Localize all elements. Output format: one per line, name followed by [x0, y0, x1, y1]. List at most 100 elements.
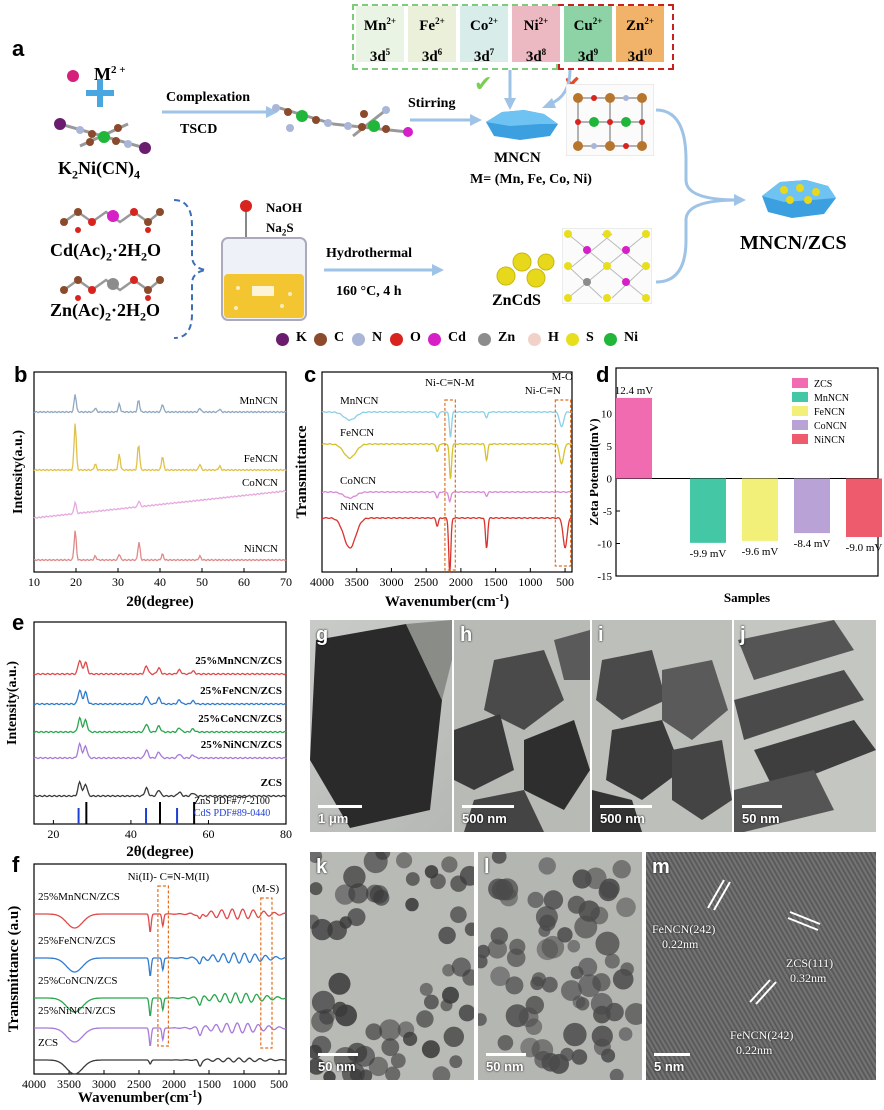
- tem-particle: [543, 890, 564, 910]
- zn-acetate-label: Zn(Ac)2·2H2O: [50, 300, 161, 324]
- ion-box-co: Co2+ 3d7: [460, 6, 508, 65]
- d-bar-mnncn: [690, 478, 726, 543]
- stirring-arrow: [410, 114, 482, 126]
- b-xtick-label: 20: [70, 575, 82, 589]
- f-series-label-25%nincn/zcs: 25%NiNCN/ZCS: [38, 1005, 116, 1017]
- tem-particle: [563, 1022, 587, 1047]
- tem-particle: [310, 852, 323, 863]
- tem-particle: [618, 1027, 633, 1041]
- legend-dot-k: [276, 333, 289, 346]
- d-bar-fencn: [742, 478, 778, 541]
- e-series-25%mnncn/zcs: [33, 659, 287, 676]
- hydrothermal-label: Hydrothermal: [326, 246, 413, 261]
- tem-particle: [497, 1035, 514, 1051]
- legend-dot-n: [352, 333, 365, 346]
- f-xtick-label: 2000: [162, 1077, 186, 1091]
- legend-label-zn: Zn: [498, 330, 516, 345]
- e-xtick-label: 60: [202, 827, 214, 841]
- legend-label-h: H: [548, 330, 559, 345]
- d-bar-nincn: [846, 478, 882, 537]
- tem-image-k: k 50 nm: [310, 852, 474, 1080]
- d-ytick-label: -10: [597, 539, 612, 551]
- tscd-label: TSCD: [180, 122, 218, 137]
- b-xtick-label: 70: [280, 575, 292, 589]
- tem-particle: [449, 1055, 463, 1069]
- tem-particle: [561, 980, 582, 1001]
- tem-particle: [491, 852, 507, 864]
- f-frame: [33, 863, 287, 1075]
- f-annot-ms: (M-S): [252, 883, 279, 895]
- ion-box-fe: Fe2+ 3d6: [408, 6, 456, 65]
- panel-label-b: b: [14, 362, 28, 387]
- d-ytick-label: -15: [597, 571, 612, 583]
- c-annot-nicn: Ni-C≡N: [525, 385, 561, 397]
- b-ylabel: Intensity(a.u.): [11, 430, 26, 514]
- e-series-25%fencn/zcs: [33, 689, 287, 706]
- tem-particle: [343, 865, 366, 889]
- tem-particle: [604, 953, 620, 969]
- tem-particle: [567, 939, 581, 953]
- tem-particle: [405, 897, 419, 912]
- d-bar-zcs: [616, 397, 652, 479]
- cd-acetate-label: Cd(Ac)2·2H2O: [50, 240, 162, 264]
- b-xtick-label: 60: [238, 575, 250, 589]
- legend-label-n: N: [372, 330, 383, 345]
- check-icon: ✔: [474, 72, 493, 97]
- ion-selection-arrows: [504, 69, 572, 110]
- tem-particle: [443, 1026, 464, 1047]
- e-series-label-25%fencn/zcs: 25%FeNCN/ZCS: [200, 685, 282, 697]
- f-series-25%concn/zcs: [34, 992, 287, 1016]
- na2s-label: Na2S: [266, 220, 294, 238]
- tem-particle: [311, 990, 335, 1014]
- b-series-nincn: [34, 530, 287, 562]
- c-xtick-label: 2000: [449, 575, 473, 589]
- c-series-fencn: [321, 442, 573, 479]
- f-annot-cn: Ni(II)- C≡N-M(II): [128, 871, 210, 883]
- tem-particle: [539, 914, 556, 932]
- b-series-concn: [33, 489, 287, 519]
- c-xtick-label: 1500: [484, 575, 508, 589]
- tem-particle: [478, 954, 488, 969]
- panel-label-d: d: [596, 362, 610, 387]
- stirring-label: Stirring: [408, 96, 456, 111]
- legend-dot-h: [528, 333, 541, 346]
- legend-dot-ni: [604, 333, 617, 346]
- f-xtick-label: 1500: [197, 1077, 221, 1091]
- tem-particle: [491, 879, 514, 901]
- legend-dot-c: [314, 333, 327, 346]
- tem-particle: [323, 1070, 336, 1080]
- e-ref-label-1: CdS PDF#89-0440: [194, 808, 270, 819]
- d-bar-concn: [794, 478, 830, 534]
- f-xtick-label: 2500: [127, 1077, 151, 1091]
- legend-label-k: K: [296, 330, 307, 345]
- panel-label-a: a: [12, 36, 25, 61]
- tem-particle: [424, 994, 439, 1010]
- tem-particle: [430, 873, 446, 890]
- tem-particle: [349, 1068, 363, 1080]
- tem-particle: [458, 1004, 474, 1022]
- d-ytick-label: 5: [607, 441, 613, 453]
- d-legend-label-mnncn: MnNCN: [814, 393, 849, 404]
- cd-acetate-molecule: [60, 208, 164, 233]
- b-series-label-concn: CoNCN: [242, 477, 278, 489]
- c-annot-cn: Ni-C≡N-M: [425, 377, 475, 389]
- tem-particle: [549, 1053, 569, 1074]
- e-series-label-25%concn/zcs: 25%CoNCN/ZCS: [198, 713, 282, 725]
- tem-particle: [332, 1001, 348, 1017]
- conditions-label: 160 °C, 4 h: [336, 284, 402, 299]
- tem-particle: [438, 926, 456, 945]
- m-annot-2: ZCS(111) 0.32nm: [786, 956, 834, 985]
- tem-particle: [575, 997, 590, 1011]
- d-bar-label-nincn: -9.0 mV: [846, 542, 883, 554]
- m2-ion-dot: [67, 70, 79, 82]
- c-frame: [321, 371, 573, 573]
- mncn-zcs-flake: [762, 180, 836, 218]
- tem-particle: [505, 976, 524, 995]
- tem-particle: [578, 957, 598, 977]
- k2ni-cn4-molecule: [54, 118, 151, 154]
- legend-label-s: S: [586, 330, 594, 345]
- panel-label-c: c: [304, 362, 317, 387]
- b-xlabel: 2θ(degree): [126, 594, 194, 610]
- tem-particle: [572, 869, 592, 889]
- tem-particle: [605, 1002, 624, 1022]
